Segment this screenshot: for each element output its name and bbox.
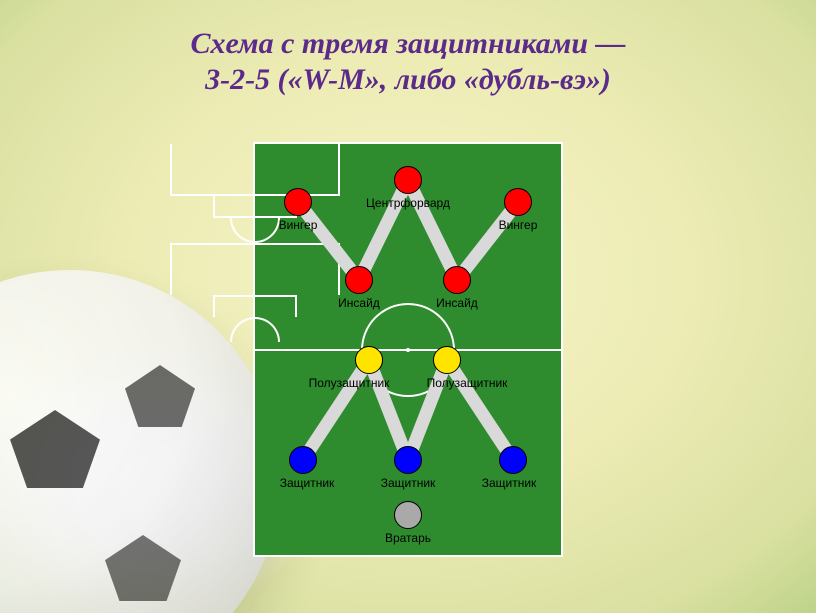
player-label-mr: Полузащитник xyxy=(427,376,508,390)
player-label-ir: Инсайд xyxy=(436,296,478,310)
player-gk xyxy=(394,501,422,529)
player-dc xyxy=(394,446,422,474)
goal-box-bottom xyxy=(213,295,297,317)
player-label-dc: Защитник xyxy=(381,476,436,490)
background-soccer-ball xyxy=(0,270,280,613)
penalty-arc-bottom xyxy=(230,317,280,342)
penalty-box-bottom xyxy=(170,243,340,295)
slide-title: Схема с тремя защитниками — 3-2-5 («W-M»… xyxy=(0,26,816,98)
player-rw xyxy=(504,188,532,216)
player-lw xyxy=(284,188,312,216)
center-dot xyxy=(406,348,410,352)
player-label-gk: Вратарь xyxy=(385,531,431,545)
player-label-il: Инсайд xyxy=(338,296,380,310)
player-ml xyxy=(355,346,383,374)
player-ir xyxy=(443,266,471,294)
player-label-ml: Полузащитник xyxy=(309,376,390,390)
penalty-arc-top xyxy=(230,218,280,243)
player-label-cf: Центрфорвард xyxy=(366,196,450,210)
player-il xyxy=(345,266,373,294)
player-cf xyxy=(394,166,422,194)
player-dr xyxy=(499,446,527,474)
player-label-rw: Вингер xyxy=(499,218,538,232)
penalty-box-top xyxy=(170,144,340,196)
player-label-dl: Защитник xyxy=(280,476,335,490)
player-dl xyxy=(289,446,317,474)
title-line-1: Схема с тремя защитниками — xyxy=(0,26,816,62)
player-label-lw: Вингер xyxy=(279,218,318,232)
player-mr xyxy=(433,346,461,374)
formation-diagram: Вингер Центрфорвард Вингер Инсайд Инсайд Полу… xyxy=(253,142,563,557)
title-line-2: 3-2-5 («W-M», либо «дубль-вэ») xyxy=(0,62,816,98)
player-label-dr: Защитник xyxy=(482,476,537,490)
